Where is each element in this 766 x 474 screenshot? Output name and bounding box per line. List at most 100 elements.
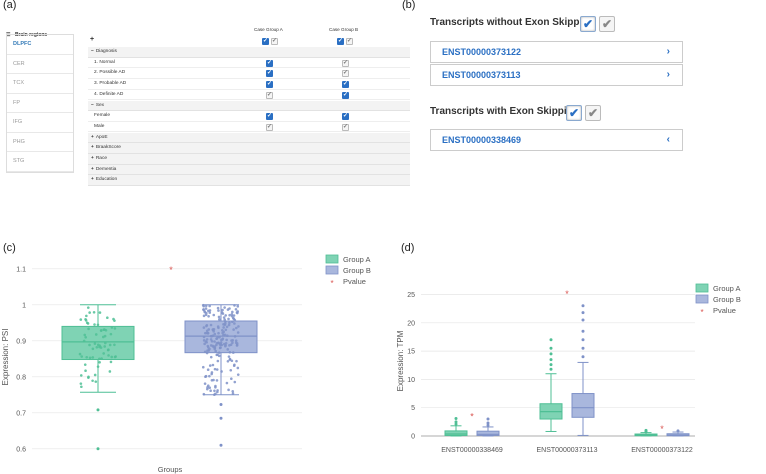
x-tick-label: ENST00000373113 <box>537 447 598 454</box>
with-select-all-toggle[interactable]: ✔ <box>566 105 582 121</box>
jitter-point <box>91 379 94 383</box>
jitter-point <box>228 307 231 310</box>
jitter-point <box>224 314 227 317</box>
jitter-point <box>228 350 232 354</box>
filter-group-row[interactable]: + ApoE <box>88 132 410 144</box>
jitter-point <box>107 354 110 357</box>
jitter-point <box>223 318 227 322</box>
group-b-checkbox[interactable]: ✓ <box>342 59 349 67</box>
filter-group-row[interactable]: − Diagnosis <box>88 47 410 58</box>
psi-boxplot-chart: 0.6 0.7 0.8 0.9 1 1.1 Expression: PSI Groups * Gr… <box>1 254 371 474</box>
group-b-checkbox[interactable]: ✓ <box>342 123 349 131</box>
jitter-point <box>96 323 100 327</box>
group-a-checkbox[interactable]: ✓ <box>266 123 273 131</box>
filter-group-row[interactable]: + Education <box>88 175 410 186</box>
jitter-point <box>228 321 231 325</box>
expand-icon[interactable]: + <box>91 166 94 172</box>
outlier-point <box>676 429 680 433</box>
without-select-all-toggle[interactable]: ✔ <box>580 16 596 32</box>
jitter-point <box>206 386 209 389</box>
y-tick-label: 10 <box>407 377 415 384</box>
add-filter-icon[interactable]: + <box>90 36 95 43</box>
transcript-item[interactable]: ENST00000338469 ‹ <box>430 129 683 151</box>
select-all-a-checkbox[interactable]: ✓ <box>262 38 269 45</box>
jitter-point <box>204 375 207 378</box>
chevron-right-icon: › <box>666 46 670 57</box>
jitter-point <box>237 325 240 328</box>
jitter-point <box>213 367 217 371</box>
region-item-ifg[interactable]: IFG <box>7 113 73 133</box>
jitter-point <box>205 351 209 355</box>
region-item-phg[interactable]: PHG <box>7 133 73 152</box>
x-tick-label: ENST00000373122 <box>631 447 693 454</box>
jitter-point <box>226 359 230 363</box>
filter-group-row[interactable]: − Sex <box>88 100 410 111</box>
jitter-point <box>206 332 210 335</box>
jitter-point <box>228 313 231 317</box>
y-tick-label: 1.1 <box>16 266 26 273</box>
column-header-group-b: Case Group B <box>329 27 359 32</box>
region-item-stg[interactable]: STG <box>7 152 73 172</box>
jitter-point <box>232 314 236 317</box>
jitter-point <box>108 343 112 347</box>
filter-row-label: Female <box>94 113 110 119</box>
y-tick-label: 0.6 <box>16 446 26 453</box>
group-a-checkbox[interactable]: ✓ <box>266 59 273 67</box>
jitter-point <box>102 352 105 355</box>
sidebar-title-text: Brain regions <box>14 32 48 38</box>
filter-option-row: Male <box>88 122 410 133</box>
deselect-all-b-checkbox[interactable]: ✓ <box>346 38 353 45</box>
jitter-point <box>208 386 212 390</box>
jitter-point <box>224 328 228 332</box>
expand-icon[interactable]: + <box>91 177 94 183</box>
jitter-point <box>109 332 113 336</box>
expand-icon[interactable]: + <box>91 134 94 140</box>
without-deselect-all-toggle[interactable]: ✔ <box>599 16 615 32</box>
group-b-checkbox[interactable]: ✓ <box>342 70 349 78</box>
y-tick-label: 5 <box>411 405 415 412</box>
transcript-item[interactable]: ENST00000373113 › <box>430 64 683 86</box>
jitter-point <box>203 342 206 346</box>
jitter-point <box>94 333 98 336</box>
jitter-point <box>221 331 224 335</box>
region-item-cer[interactable]: CER <box>7 55 73 74</box>
filter-group-row[interactable]: + Race <box>88 154 410 165</box>
jitter-point <box>210 339 214 343</box>
pvalue-marker: * <box>565 289 569 299</box>
filter-group-row[interactable]: + BraakScore <box>88 143 410 154</box>
group-b-checkbox[interactable]: ✓ <box>342 80 349 88</box>
with-deselect-all-toggle[interactable]: ✔ <box>585 105 601 121</box>
expand-icon[interactable]: + <box>91 145 94 151</box>
select-all-b-checkbox[interactable]: ✓ <box>337 38 344 45</box>
filter-group-row[interactable]: + Dementia <box>88 164 410 176</box>
group-b-checkbox[interactable]: ✓ <box>342 91 349 99</box>
jitter-point <box>208 347 211 351</box>
region-item-dlpfc[interactable]: DLPFC <box>7 35 73 55</box>
jitter-point <box>232 328 235 331</box>
jitter-point <box>216 390 219 394</box>
region-item-tcx[interactable]: TCX <box>7 74 73 94</box>
group-a-checkbox[interactable]: ✓ <box>266 70 273 78</box>
jitter-point <box>231 320 234 324</box>
group-a-checkbox[interactable]: ✓ <box>266 113 273 120</box>
jitter-point <box>230 339 233 342</box>
y-tick-label: 20 <box>407 320 415 327</box>
outlier-point <box>96 408 100 412</box>
filter-row-label: 2. Possible AD <box>94 70 126 76</box>
region-item-fp[interactable]: FP <box>7 94 73 113</box>
group-b-checkbox[interactable]: ✓ <box>342 113 349 120</box>
jitter-point <box>86 306 90 309</box>
jitter-point <box>236 331 240 334</box>
outlier-point <box>454 422 458 426</box>
jitter-point <box>208 374 211 378</box>
collapse-icon[interactable]: − <box>91 49 94 54</box>
deselect-all-a-checkbox[interactable]: ✓ <box>271 38 278 45</box>
pvalue-marker: * <box>660 424 664 434</box>
expand-icon[interactable]: + <box>91 156 94 161</box>
group-a-checkbox[interactable]: ✓ <box>266 91 273 99</box>
group-a-checkbox[interactable]: ✓ <box>266 80 273 88</box>
legend-entry: Pvalue <box>343 277 366 286</box>
collapse-icon[interactable]: − <box>91 102 94 108</box>
transcript-item[interactable]: ENST00000373122 › <box>430 41 683 63</box>
jitter-point <box>221 308 224 312</box>
